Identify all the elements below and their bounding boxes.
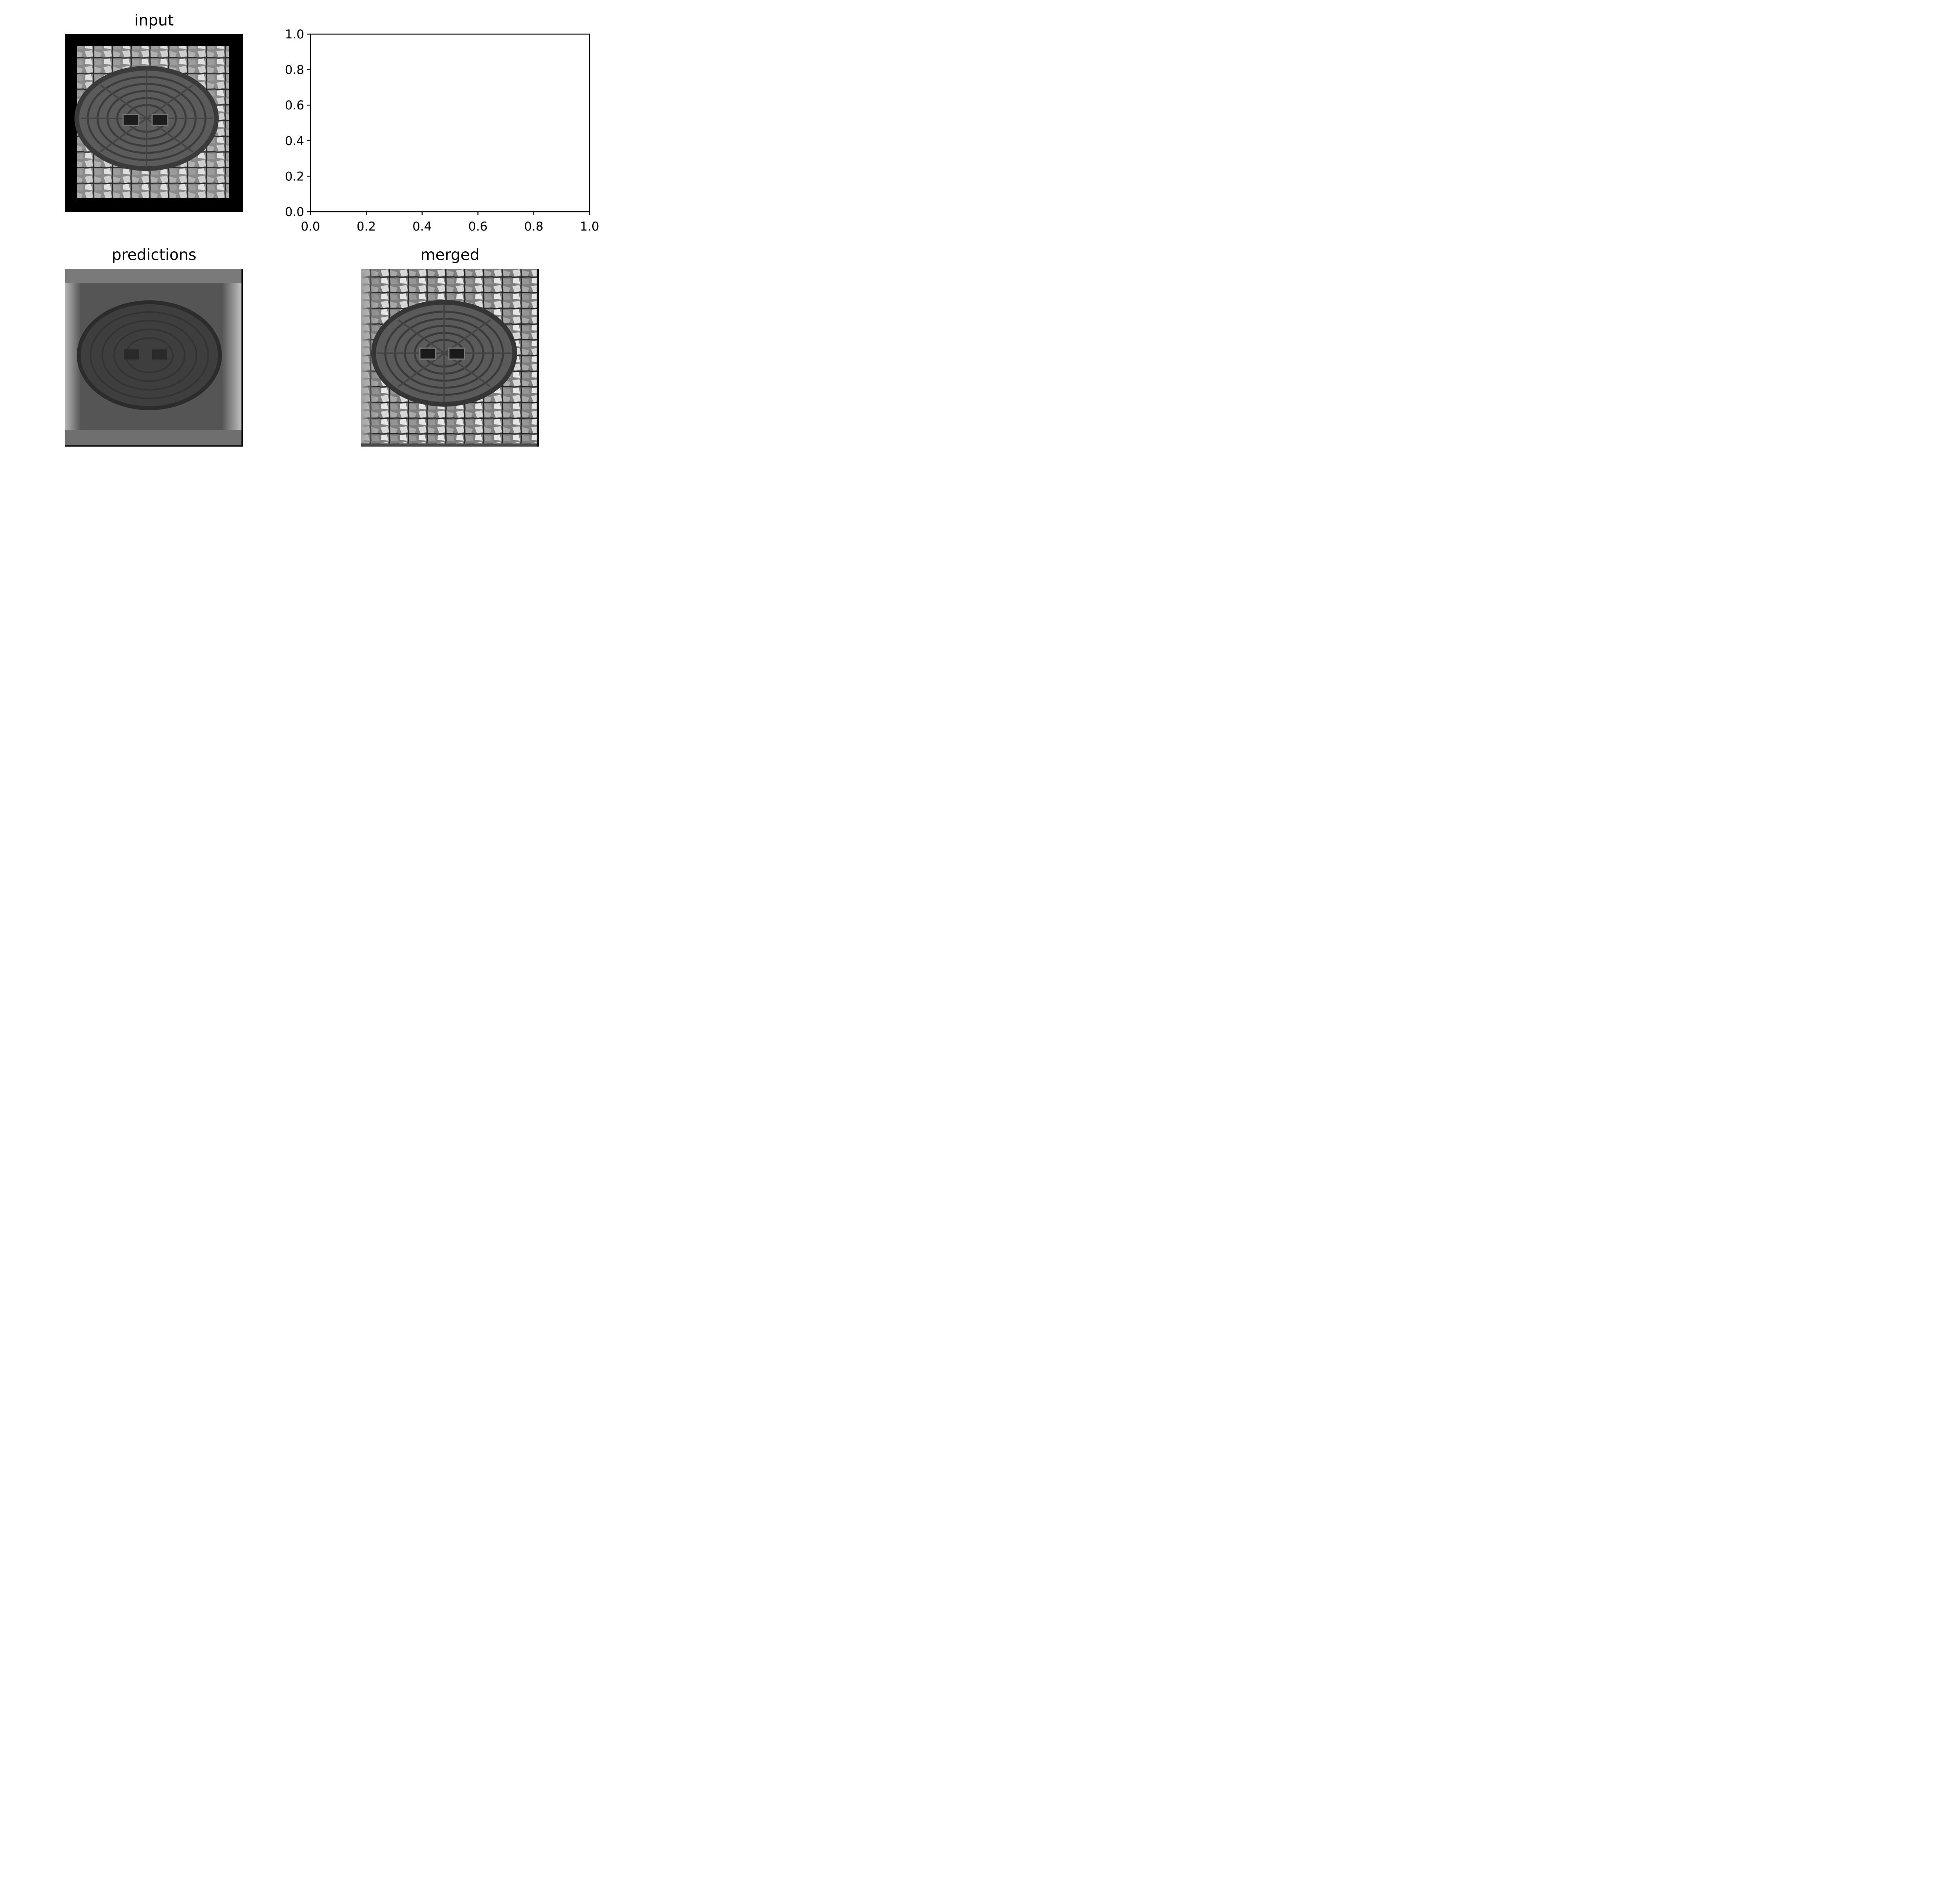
x-tick-label: 0.4	[412, 220, 432, 234]
x-tick-label: 0.6	[468, 220, 488, 234]
input-image	[65, 34, 243, 212]
y-tick-label: 0.4	[285, 134, 304, 148]
empty-axes: 0.0 0.2 0.4 0.6 0.8 1.0 0.0 0.2 0.4 0.6 0.8 1.0	[285, 27, 599, 234]
y-tick-label: 0.6	[285, 98, 304, 113]
input-panel-title: input	[134, 12, 174, 29]
merged-image	[361, 269, 539, 447]
y-tick-label: 1.0	[285, 27, 304, 42]
axes-frame	[310, 33, 590, 213]
x-tick-label: 0.0	[301, 220, 320, 234]
manhole-merged-picture	[361, 269, 539, 447]
x-tick-label: 0.8	[524, 220, 543, 234]
merged-panel-title: merged	[420, 246, 480, 264]
x-tick-label: 0.2	[357, 220, 376, 234]
y-tick-label: 0.0	[285, 205, 304, 219]
x-tick-label: 1.0	[580, 220, 599, 234]
manhole-predictions-picture	[65, 269, 243, 447]
predictions-panel-title: predictions	[112, 246, 196, 264]
y-tick-label: 0.2	[285, 169, 304, 183]
manhole-input-picture	[74, 46, 229, 198]
y-tick-label: 0.8	[285, 63, 304, 77]
predictions-image	[65, 269, 243, 447]
